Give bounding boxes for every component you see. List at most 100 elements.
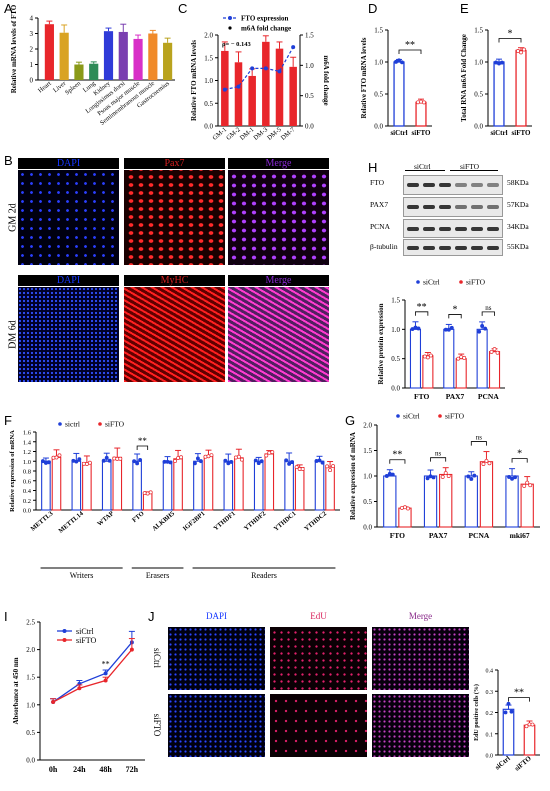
blot-group-label: siCtrl bbox=[414, 162, 431, 171]
bar bbox=[289, 66, 297, 126]
y-tick-label: 1.0 bbox=[23, 459, 31, 466]
data-point bbox=[138, 458, 143, 462]
data-point bbox=[195, 456, 200, 461]
blot-band bbox=[439, 205, 451, 209]
data-point bbox=[168, 460, 173, 465]
merge-image bbox=[228, 287, 329, 382]
y-tick-label: 0.0 bbox=[26, 757, 35, 765]
data-point bbox=[422, 100, 426, 105]
y2-tick-label: 1.0 bbox=[305, 62, 314, 70]
significance-bracket bbox=[398, 49, 422, 54]
data-point bbox=[406, 506, 410, 511]
blot-band bbox=[455, 205, 467, 209]
channel-header: DAPI bbox=[18, 158, 119, 169]
y-tick-label: 0.5 bbox=[374, 91, 383, 99]
data-point bbox=[226, 461, 231, 466]
series-line-m6a bbox=[224, 46, 294, 91]
y-tick-label: 0.0 bbox=[363, 524, 372, 532]
x-tick-label: PCNA bbox=[468, 531, 489, 540]
legend-label: m6A fold change bbox=[241, 25, 291, 33]
panel-label-h: H bbox=[368, 160, 378, 175]
x-tick-label: PAX7 bbox=[429, 531, 448, 540]
blot-size-label: 58KDa bbox=[507, 178, 529, 187]
y-axis-label: Relative FTO mRNA levels bbox=[360, 37, 368, 118]
data-point bbox=[325, 464, 330, 469]
blot-band bbox=[407, 205, 419, 209]
blot-strip bbox=[403, 197, 503, 217]
data-point bbox=[487, 461, 492, 466]
legend-marker bbox=[62, 638, 67, 642]
y2-tick-label: 1.5 bbox=[305, 32, 314, 40]
panel-label-b: B bbox=[4, 153, 13, 168]
data-point bbox=[192, 461, 197, 466]
blot-band bbox=[407, 245, 419, 250]
data-point bbox=[132, 459, 137, 464]
channel-header: MyHC bbox=[124, 275, 225, 286]
y-tick-label: 0.2 bbox=[486, 711, 494, 717]
y-axis-label: Relative protein expression bbox=[377, 303, 385, 384]
data-point bbox=[492, 347, 497, 352]
panel-label-g: G bbox=[345, 413, 356, 428]
blot-band bbox=[423, 205, 435, 209]
data-point bbox=[328, 468, 333, 473]
significance-bracket bbox=[511, 458, 528, 463]
blot-group-label: siFTO bbox=[460, 162, 480, 171]
channel-header: Merge bbox=[228, 158, 329, 169]
data-point bbox=[179, 455, 184, 460]
y-tick-label: 2.0 bbox=[204, 32, 213, 40]
channel-header: EdU bbox=[310, 611, 327, 621]
data-point bbox=[524, 724, 529, 729]
data-point bbox=[503, 710, 508, 715]
y-tick-label: 2.0 bbox=[363, 422, 372, 430]
blot-strip bbox=[403, 239, 503, 256]
group-label: Erasers bbox=[146, 571, 170, 580]
y-tick-label: 2.0 bbox=[26, 646, 35, 654]
bar bbox=[275, 48, 284, 126]
data-point bbox=[101, 458, 106, 463]
y-tick-label: 0.0 bbox=[23, 508, 31, 515]
x-tick-label: siFTO bbox=[512, 129, 531, 137]
data-point bbox=[507, 475, 511, 479]
blot-group-line bbox=[405, 170, 445, 171]
legend-marker bbox=[58, 422, 62, 426]
blot-group-line bbox=[450, 170, 498, 171]
data-point bbox=[489, 349, 494, 354]
y-tick-label: 0.5 bbox=[391, 355, 400, 363]
legend-marker bbox=[438, 414, 442, 418]
y-tick-label: 1.5 bbox=[374, 27, 383, 35]
data-point bbox=[300, 467, 305, 471]
y-tick-label: 1.5 bbox=[204, 54, 213, 62]
y-axis-label: Relative FTO mRNA levels bbox=[190, 40, 198, 121]
data-point bbox=[256, 461, 261, 466]
legend-marker bbox=[228, 16, 232, 20]
significance-bracket bbox=[481, 311, 495, 316]
y-axis-label: Relative expression of mRNA bbox=[9, 430, 16, 512]
data-point bbox=[259, 459, 264, 464]
data-point bbox=[77, 457, 82, 462]
x-tick-label: PAX7 bbox=[446, 392, 465, 401]
legend-label: siFTO bbox=[466, 278, 486, 287]
blot-band bbox=[487, 226, 499, 231]
blot-row-label: PCNA bbox=[370, 222, 391, 231]
data-point bbox=[456, 356, 461, 361]
blot-row-label: FTO bbox=[370, 178, 385, 187]
y-tick-label: 1.0 bbox=[474, 59, 483, 67]
panel-label-d: D bbox=[368, 1, 378, 16]
y-tick-label: 0.5 bbox=[474, 91, 483, 99]
legend-label: siFTO bbox=[445, 412, 465, 421]
y-tick-label: 0.5 bbox=[26, 729, 35, 737]
data-point bbox=[519, 50, 523, 55]
data-point bbox=[317, 458, 322, 463]
data-point bbox=[107, 458, 112, 463]
significance-label: ** bbox=[514, 688, 524, 699]
y-tick-label: 1.5 bbox=[363, 447, 372, 455]
y-tick-label: 0.4 bbox=[486, 669, 494, 675]
channel-header: DAPI bbox=[18, 275, 119, 286]
blot-band bbox=[407, 183, 419, 187]
x-tick-label: FTO bbox=[414, 392, 429, 401]
data-point bbox=[513, 475, 517, 480]
y-axis-label: Relative mRNA levels of FTO bbox=[10, 4, 18, 93]
significance-label: ** bbox=[405, 40, 415, 51]
series-line bbox=[52, 649, 133, 703]
